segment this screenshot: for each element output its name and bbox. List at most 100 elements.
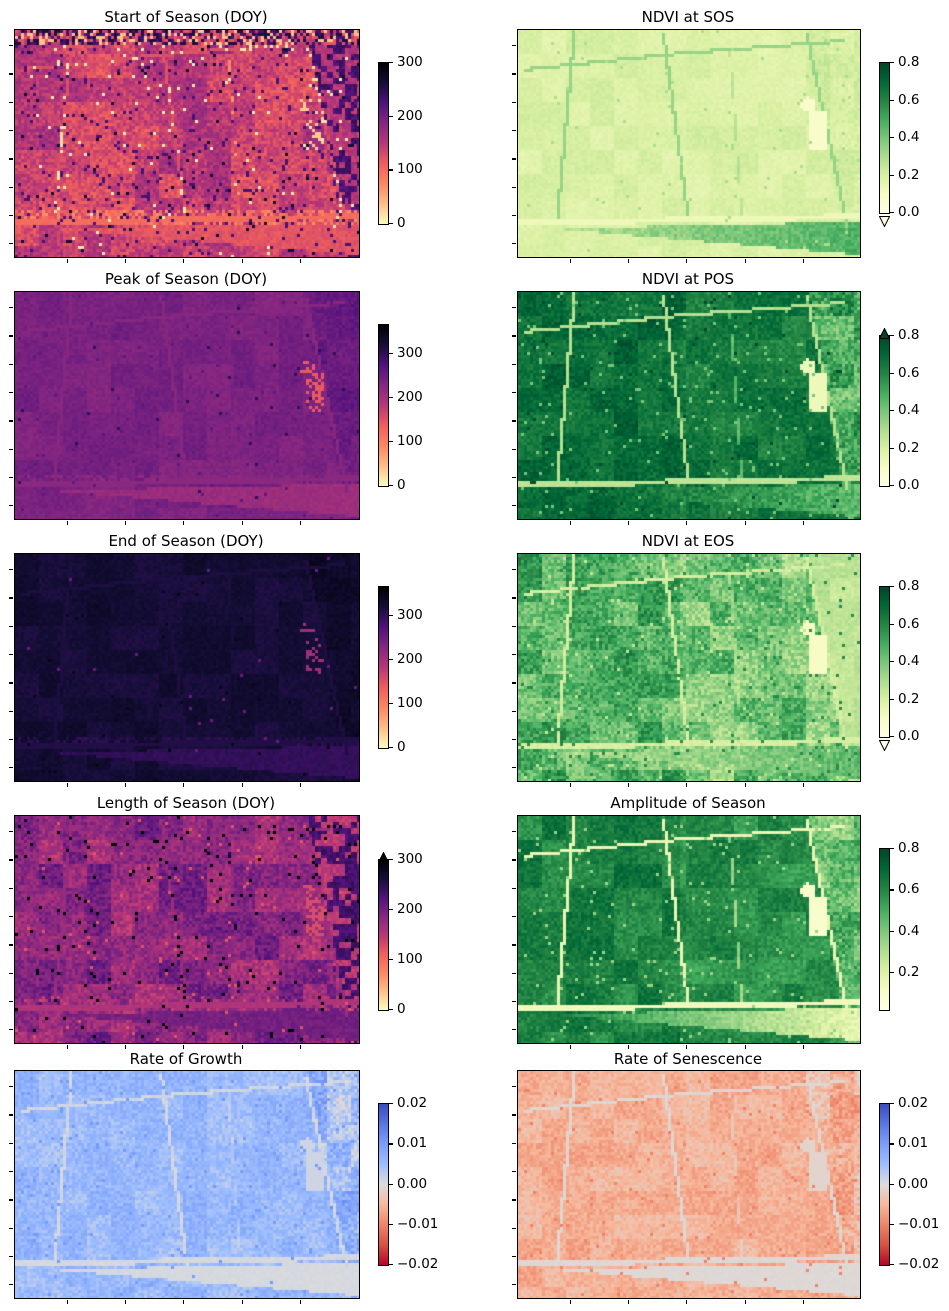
colorbar-tick [890, 1223, 894, 1226]
map-ndvi-at-eos [517, 553, 861, 782]
y-axis-tick [9, 1170, 13, 1173]
end-of-season-colorbar-tick-label: 300 [397, 606, 423, 623]
map-start-of-season [14, 29, 360, 258]
x-axis-tick [628, 1045, 630, 1049]
x-axis-tick [183, 521, 185, 525]
ndvi-at-sos-colorbar-extend-arrow-icon [878, 212, 891, 228]
x-axis-tick [686, 259, 688, 263]
y-axis-tick [512, 420, 516, 422]
x-axis-tick [745, 783, 747, 787]
ndvi-at-pos-colorbar-tick-label: 0.4 [898, 402, 920, 418]
colorbar-tick [389, 169, 393, 171]
y-axis-tick [9, 158, 13, 160]
panel-amplitude-of-season: Amplitude of Season 0.8 0.6 0.4 0.2 [474, 786, 949, 1049]
rate-of-senescence-colorbar-tick-label: 0.00 [898, 1175, 929, 1192]
panel-start-of-season: Start of Season (DOY) 300 200 100 0 [0, 0, 475, 263]
x-axis-tick [125, 1300, 127, 1304]
colorbar-tick [389, 115, 393, 118]
y-axis-tick [512, 1255, 516, 1258]
start-of-season-heatmap [15, 30, 359, 257]
x-axis-tick [125, 259, 127, 263]
ndvi-at-pos-heatmap [518, 292, 860, 519]
y-axis-tick [512, 887, 516, 889]
x-axis-tick [125, 521, 127, 525]
y-axis-tick [9, 1000, 13, 1003]
x-axis-tick [803, 259, 805, 263]
panel-title-ndvi-at-eos: NDVI at EOS [641, 532, 735, 550]
x-axis-tick [570, 259, 572, 263]
start-of-season-colorbar [378, 62, 389, 225]
x-axis-tick [125, 1045, 127, 1049]
panel-title-rate-of-growth: Rate of Growth [129, 1050, 243, 1068]
x-axis-tick [745, 1045, 747, 1049]
panel-title-end-of-season: End of Season (DOY) [108, 532, 264, 550]
rate-of-senescence-colorbar-tick-label: −0.01 [898, 1215, 940, 1232]
y-axis-tick [9, 420, 13, 422]
length-of-season-colorbar-tick-label: 100 [397, 951, 423, 967]
rate-of-growth-colorbar [378, 1103, 389, 1266]
y-axis-tick [9, 1227, 13, 1229]
map-length-of-season [14, 815, 360, 1044]
x-axis-tick [242, 1300, 244, 1304]
y-axis-tick [512, 243, 516, 245]
x-axis-tick [242, 521, 244, 525]
rate-of-growth-colorbar-tick-label: 0.01 [397, 1135, 428, 1152]
x-axis-tick [67, 521, 69, 525]
x-axis-tick [67, 1045, 69, 1049]
y-axis-tick [9, 1114, 13, 1116]
panel-ndvi-at-eos: NDVI at EOS 0.8 0.6 0.4 0.2 0.0 [474, 524, 949, 787]
y-axis-tick [9, 859, 13, 861]
length-of-season-colorbar-tick-label: 300 [397, 851, 423, 867]
colorbar-tick [890, 698, 894, 700]
rate-of-growth-colorbar-tick-label: 0.00 [397, 1175, 428, 1192]
length-of-season-colorbar-tick-label: 0 [397, 1001, 406, 1017]
y-axis-tick [512, 831, 516, 833]
colorbar-tick [389, 1183, 393, 1185]
colorbar-tick [389, 1264, 393, 1266]
y-axis-tick [512, 682, 516, 684]
x-axis-tick [570, 521, 572, 525]
y-axis-tick [512, 335, 516, 337]
y-axis-tick [512, 1170, 516, 1173]
colorbar-tick [890, 212, 894, 214]
panel-title-start-of-season: Start of Season (DOY) [104, 8, 268, 26]
colorbar-tick [389, 959, 393, 961]
x-axis-tick [67, 783, 69, 787]
colorbar-tick [389, 1009, 393, 1011]
ndvi-at-sos-heatmap [518, 30, 860, 257]
y-axis-tick [9, 1142, 13, 1144]
ndvi-at-sos-colorbar-tick-label: 0.0 [898, 204, 920, 220]
y-axis-tick [512, 476, 516, 479]
x-axis-tick [686, 1045, 688, 1049]
map-end-of-season [14, 553, 360, 782]
colorbar-tick [890, 62, 894, 64]
length-of-season-heatmap [15, 816, 359, 1043]
colorbar-tick [389, 352, 393, 355]
x-axis-tick [686, 521, 688, 525]
x-axis-tick [67, 259, 69, 263]
y-axis-tick [512, 625, 516, 627]
ndvi-at-sos-colorbar-tick-label: 0.4 [898, 129, 920, 145]
y-axis-tick [512, 1086, 516, 1088]
ndvi-at-eos-colorbar-tick-label: 0.0 [898, 728, 920, 744]
y-axis-tick [9, 73, 13, 75]
y-axis-tick [9, 1029, 13, 1031]
y-axis-tick [9, 625, 13, 627]
colorbar-tick [389, 747, 393, 749]
ndvi-at-eos-colorbar-tick-label: 0.6 [898, 615, 920, 632]
x-axis-tick [242, 259, 244, 263]
colorbar-tick [389, 614, 393, 617]
ndvi-at-pos-colorbar-tick-label: 0.2 [898, 439, 920, 456]
panel-ndvi-at-sos: NDVI at SOS 0.8 0.6 0.4 0.2 0.0 [474, 0, 949, 263]
y-axis-tick [512, 1029, 516, 1031]
colorbar-tick [389, 485, 393, 487]
y-axis-tick [9, 767, 13, 769]
ndvi-at-eos-colorbar-tick-label: 0.4 [898, 653, 920, 669]
y-axis-tick [512, 363, 516, 365]
x-axis-tick [628, 783, 630, 787]
y-axis-tick [9, 1086, 13, 1088]
ndvi-at-sos-colorbar [879, 62, 890, 214]
ndvi-at-eos-colorbar-extend-arrow-icon [878, 736, 891, 752]
colorbar-tick [890, 447, 894, 449]
map-peak-of-season [14, 291, 360, 520]
